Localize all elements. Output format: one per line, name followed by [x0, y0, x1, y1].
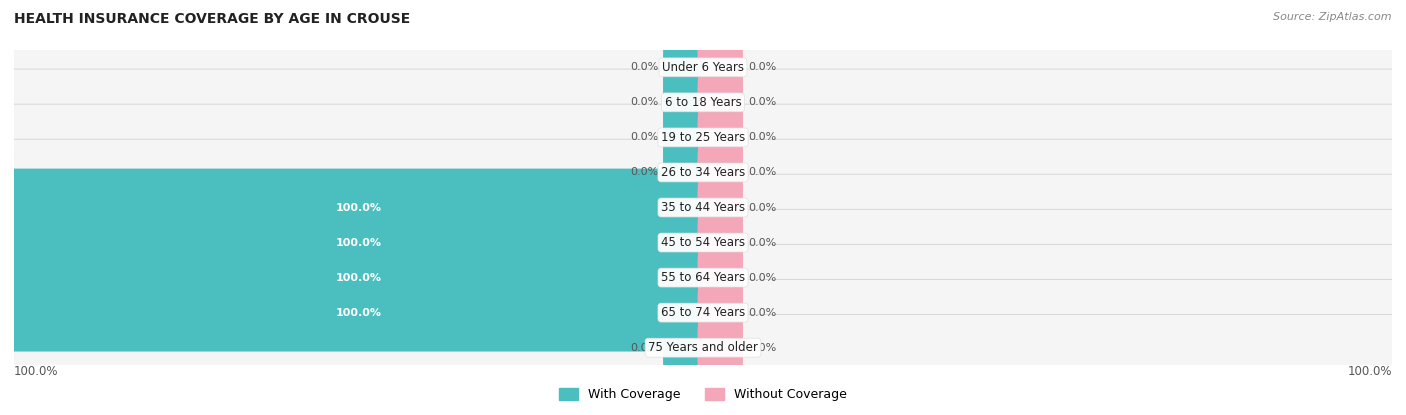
Text: 100.0%: 100.0%: [14, 365, 59, 378]
FancyBboxPatch shape: [697, 98, 742, 176]
FancyBboxPatch shape: [11, 279, 1395, 346]
Text: 0.0%: 0.0%: [748, 308, 776, 317]
FancyBboxPatch shape: [697, 63, 742, 141]
FancyBboxPatch shape: [8, 204, 709, 281]
Text: 0.0%: 0.0%: [748, 62, 776, 72]
Text: 75 Years and older: 75 Years and older: [648, 341, 758, 354]
Text: Source: ZipAtlas.com: Source: ZipAtlas.com: [1274, 12, 1392, 22]
Text: 55 to 64 Years: 55 to 64 Years: [661, 271, 745, 284]
FancyBboxPatch shape: [11, 174, 1395, 241]
Text: 26 to 34 Years: 26 to 34 Years: [661, 166, 745, 179]
FancyBboxPatch shape: [11, 104, 1395, 171]
Text: HEALTH INSURANCE COVERAGE BY AGE IN CROUSE: HEALTH INSURANCE COVERAGE BY AGE IN CROU…: [14, 12, 411, 27]
FancyBboxPatch shape: [11, 244, 1395, 311]
FancyBboxPatch shape: [11, 315, 1395, 381]
Text: 6 to 18 Years: 6 to 18 Years: [665, 96, 741, 109]
FancyBboxPatch shape: [664, 28, 709, 106]
FancyBboxPatch shape: [8, 274, 709, 352]
FancyBboxPatch shape: [697, 168, 742, 247]
Text: 100.0%: 100.0%: [1347, 365, 1392, 378]
FancyBboxPatch shape: [664, 134, 709, 211]
Text: 0.0%: 0.0%: [748, 132, 776, 142]
Text: 0.0%: 0.0%: [630, 343, 658, 353]
FancyBboxPatch shape: [664, 309, 709, 387]
FancyBboxPatch shape: [697, 204, 742, 281]
Text: 0.0%: 0.0%: [748, 168, 776, 178]
Text: 0.0%: 0.0%: [748, 98, 776, 107]
FancyBboxPatch shape: [8, 168, 709, 247]
Text: 0.0%: 0.0%: [748, 237, 776, 247]
Text: 65 to 74 Years: 65 to 74 Years: [661, 306, 745, 319]
Text: 19 to 25 Years: 19 to 25 Years: [661, 131, 745, 144]
Text: 100.0%: 100.0%: [336, 273, 381, 283]
Text: 0.0%: 0.0%: [748, 343, 776, 353]
Text: 100.0%: 100.0%: [336, 203, 381, 212]
FancyBboxPatch shape: [697, 239, 742, 317]
Text: 0.0%: 0.0%: [630, 98, 658, 107]
Text: 100.0%: 100.0%: [336, 308, 381, 317]
Text: 35 to 44 Years: 35 to 44 Years: [661, 201, 745, 214]
FancyBboxPatch shape: [664, 63, 709, 141]
Text: 0.0%: 0.0%: [748, 203, 776, 212]
FancyBboxPatch shape: [11, 69, 1395, 136]
Text: 0.0%: 0.0%: [748, 273, 776, 283]
Text: 0.0%: 0.0%: [630, 168, 658, 178]
FancyBboxPatch shape: [11, 34, 1395, 100]
Legend: With Coverage, Without Coverage: With Coverage, Without Coverage: [554, 383, 852, 406]
FancyBboxPatch shape: [697, 28, 742, 106]
FancyBboxPatch shape: [11, 139, 1395, 206]
Text: 100.0%: 100.0%: [336, 237, 381, 247]
Text: 0.0%: 0.0%: [630, 132, 658, 142]
FancyBboxPatch shape: [11, 209, 1395, 276]
FancyBboxPatch shape: [8, 239, 709, 317]
FancyBboxPatch shape: [697, 274, 742, 352]
Text: Under 6 Years: Under 6 Years: [662, 61, 744, 74]
FancyBboxPatch shape: [697, 309, 742, 387]
FancyBboxPatch shape: [697, 134, 742, 211]
Text: 0.0%: 0.0%: [630, 62, 658, 72]
Text: 45 to 54 Years: 45 to 54 Years: [661, 236, 745, 249]
FancyBboxPatch shape: [664, 98, 709, 176]
